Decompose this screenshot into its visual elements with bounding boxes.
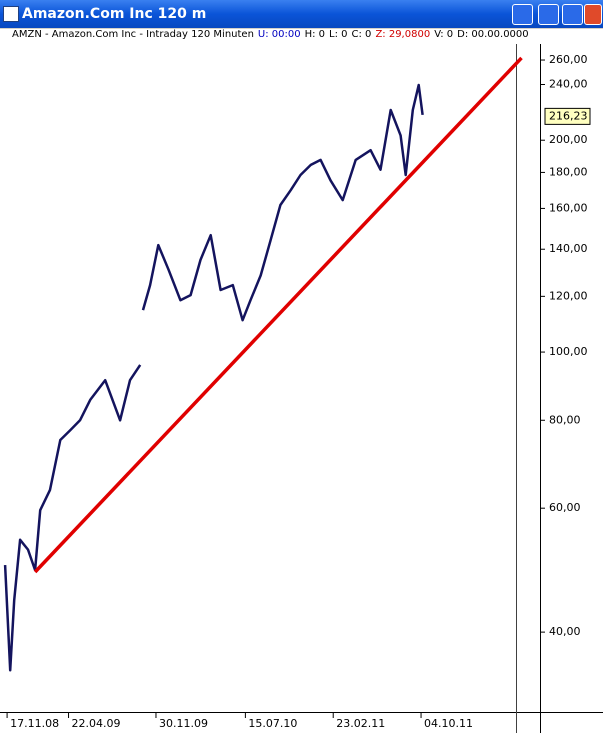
last-price-label: 216,23 — [549, 109, 588, 122]
x-tick-label: 04.10.11 — [424, 717, 473, 730]
y-tick-label: 240,00 — [549, 77, 588, 90]
trend-line — [33, 56, 523, 574]
x-tick-label: 23.02.11 — [336, 717, 385, 730]
y-tick-label: 100,00 — [549, 345, 588, 358]
maximize-button[interactable] — [538, 4, 559, 25]
price-line — [3, 83, 424, 672]
plot-area — [0, 44, 540, 712]
title-bar: Amazon.Com Inc 120 m — [0, 0, 603, 28]
info-line: AMZN - Amazon.Com Inc - Intraday 120 Min… — [0, 29, 603, 44]
x-tick-label: 22.04.09 — [72, 717, 121, 730]
last-price-box — [544, 107, 591, 125]
app-icon — [3, 6, 19, 22]
y-tick-label: 80,00 — [549, 413, 581, 426]
info-u: U: 00:00 — [257, 29, 301, 40]
window-title: Amazon.Com Inc 120 m — [22, 6, 207, 22]
info-c: C: 0 — [351, 29, 372, 40]
x-axis-area — [0, 712, 540, 733]
info-l: L: 0 — [329, 29, 348, 40]
y-tick-label: 60,00 — [549, 501, 581, 514]
symbol: AMZN - Amazon.Com Inc - Intraday 120 Min… — [12, 29, 254, 40]
y-tick-label: 140,00 — [549, 242, 588, 255]
info-h: H: 0 — [304, 29, 326, 40]
chart: 40,00 60,00 80,00 100,00 120,00 140,00 160,00 1… — [0, 44, 603, 733]
y-tick-label: 160,00 — [549, 201, 588, 214]
minimize-button[interactable] — [512, 4, 533, 25]
y-axis-area — [540, 44, 603, 733]
y-tick-label: 120,00 — [549, 289, 588, 302]
info-v: V: 0 — [434, 29, 454, 40]
y-tick-label: 200,00 — [549, 133, 588, 146]
x-tick-label: 30.11.09 — [159, 717, 208, 730]
close-button[interactable] — [584, 4, 602, 25]
y-tick-label: 40,00 — [549, 625, 581, 638]
info-d: D: 00.00.0000 — [457, 29, 529, 40]
restore-button[interactable] — [562, 4, 583, 25]
x-tick-label: 15.07.10 — [248, 717, 297, 730]
x-tick-label: 17.11.08 — [10, 717, 59, 730]
info-z: Z: 29,0800 — [375, 29, 431, 40]
y-tick-label: 260,00 — [549, 53, 588, 66]
y-tick-label: 180,00 — [549, 165, 588, 178]
